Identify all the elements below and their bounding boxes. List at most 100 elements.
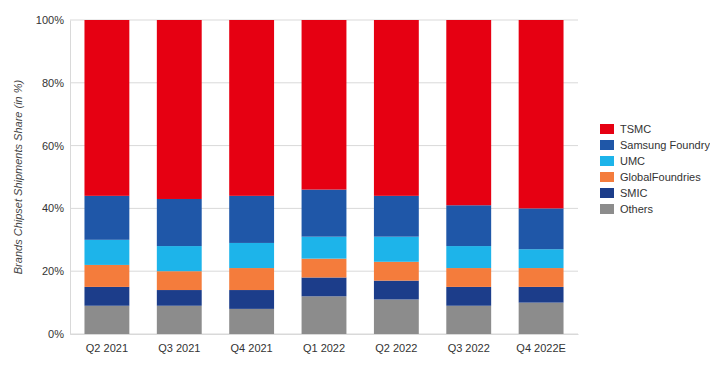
bar: [302, 237, 347, 259]
bar: [519, 208, 564, 249]
bar: [519, 249, 564, 268]
tick: 80%: [42, 77, 70, 89]
bar: [84, 240, 129, 265]
tick-label: Q3 2022: [448, 342, 490, 354]
y-axis: 0% 20% 40% 60% 80% 100%: [36, 14, 71, 340]
bar: [519, 303, 564, 334]
bar: [229, 268, 274, 290]
tick-label: 0%: [48, 328, 64, 340]
bar: [446, 287, 491, 306]
legend-label: TSMC: [620, 123, 651, 135]
axis-line: [71, 334, 579, 335]
bar: [519, 287, 564, 303]
legend-item: GlobalFoundries: [600, 171, 701, 183]
series: [84, 20, 563, 208]
series: [84, 277, 563, 308]
bar: [446, 268, 491, 287]
bar: [446, 205, 491, 246]
tick-label: Q4 2022E: [516, 342, 566, 354]
tick: Q1 2022: [303, 334, 345, 354]
tick: 60%: [42, 140, 70, 152]
plot: 0%20%40%60%80%100%Q2 2021Q3 2021Q4 2021Q…: [36, 14, 579, 354]
bar: [302, 296, 347, 334]
tick-label: Q2 2022: [375, 342, 417, 354]
axis-title: Brands Chipset Shipments Share (in %): [12, 79, 24, 274]
bar: [84, 20, 129, 196]
bar: [157, 306, 202, 334]
bar: [157, 271, 202, 290]
tick-label: Q3 2021: [158, 342, 200, 354]
bar: [229, 243, 274, 268]
chart: 0%20%40%60%80%100%Q2 2021Q3 2021Q4 2021Q…: [0, 0, 710, 367]
bars: [84, 20, 563, 334]
bar: [84, 287, 129, 306]
legend-swatch: [600, 140, 614, 150]
tick: Q3 2022: [448, 334, 490, 354]
tick: 40%: [42, 202, 70, 214]
bar: [374, 237, 419, 262]
tick: Q4 2022E: [516, 334, 566, 354]
bar: [302, 190, 347, 237]
bar: [302, 20, 347, 190]
bar: [519, 268, 564, 287]
bar: [374, 196, 419, 237]
x-axis: Q2 2021 Q3 2021 Q4 2021 Q1 2022 Q2 2022 Q3 20…: [71, 334, 579, 354]
legend: TSMC Samsung Foundry* UMC GlobalFoundries SM…: [600, 123, 710, 215]
legend-label: SMIC: [620, 187, 648, 199]
bar: [229, 20, 274, 196]
series: [84, 259, 563, 290]
bar: [229, 196, 274, 243]
bar: [519, 20, 564, 208]
bar: [374, 262, 419, 281]
tick-label: 60%: [42, 140, 64, 152]
legend-swatch: [600, 124, 614, 134]
tick: 0%: [48, 328, 70, 340]
bar: [446, 306, 491, 334]
legend-item: TSMC: [600, 123, 651, 135]
tick: Q4 2021: [231, 334, 273, 354]
tick-label: 20%: [42, 265, 64, 277]
legend-swatch: [600, 172, 614, 182]
bar: [374, 299, 419, 334]
bar: [446, 20, 491, 205]
bar: [157, 199, 202, 246]
legend-label: GlobalFoundries: [620, 171, 701, 183]
tick: Q2 2022: [375, 334, 417, 354]
tick: 100%: [36, 14, 70, 26]
bar: [446, 246, 491, 268]
series: [84, 190, 563, 250]
bar: [84, 196, 129, 240]
bar: [157, 246, 202, 271]
bar: [229, 290, 274, 309]
bar: [302, 277, 347, 296]
series: [84, 237, 563, 272]
legend-label: UMC: [620, 155, 645, 167]
bar: [229, 309, 274, 334]
axis-line: [70, 21, 71, 335]
series: [84, 296, 563, 334]
legend-label: Others: [620, 203, 654, 215]
legend-item: Samsung Foundry*: [600, 139, 710, 151]
bar: [157, 20, 202, 199]
tick: Q3 2021: [158, 334, 200, 354]
legend-label: Samsung Foundry*: [620, 139, 710, 151]
tick: Q2 2021: [86, 334, 128, 354]
legend-item: SMIC: [600, 187, 648, 199]
tick-label: Q1 2022: [303, 342, 345, 354]
tick-label: 100%: [36, 14, 64, 26]
bar: [84, 306, 129, 334]
tick: 20%: [42, 265, 70, 277]
tick-label: Q4 2021: [231, 342, 273, 354]
legend-item: UMC: [600, 155, 645, 167]
grid: [70, 20, 578, 334]
legend-swatch: [600, 188, 614, 198]
legend-swatch: [600, 156, 614, 166]
legend-swatch: [600, 204, 614, 214]
bar: [374, 281, 419, 300]
bar: [302, 259, 347, 278]
tick-label: 80%: [42, 77, 64, 89]
tick-label: 40%: [42, 202, 64, 214]
tick-label: Q2 2021: [86, 342, 128, 354]
bar: [84, 265, 129, 287]
bar: [374, 20, 419, 196]
